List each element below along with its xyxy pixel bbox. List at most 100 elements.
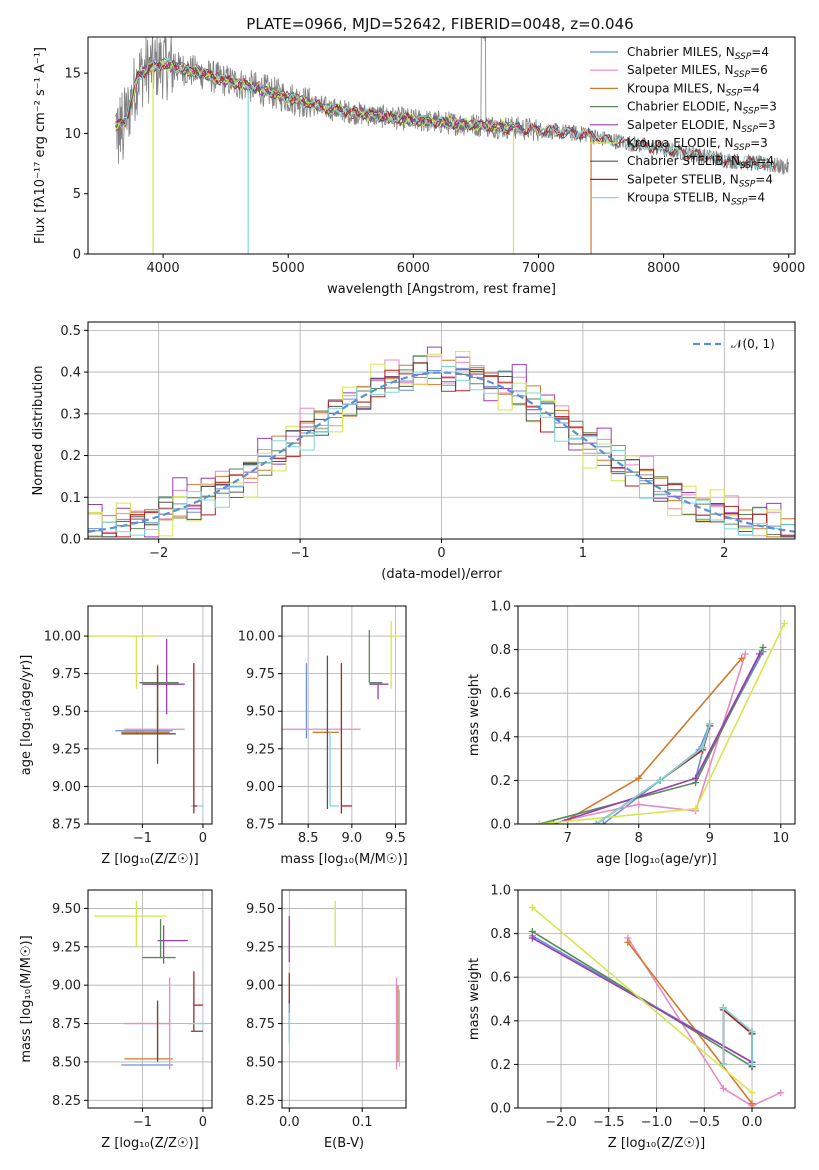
errorbar-point	[94, 900, 167, 947]
x-tick-label: −1	[291, 546, 310, 561]
weight-marker	[699, 744, 707, 752]
y-tick-label: 0.2	[60, 449, 81, 464]
errorbar-point	[390, 621, 400, 689]
weight-marker	[624, 938, 632, 946]
x-axis-label: Z [log₁₀(Z/Z☉)]	[101, 852, 198, 867]
histogram-kroupa-stelib	[88, 366, 795, 536]
weight-marker	[719, 1084, 727, 1092]
y-tick-label: 9.25	[52, 742, 81, 757]
weight-line-salpeter-stelib	[722, 1008, 753, 1065]
model-spectrum-salpeter-elodie	[115, 58, 514, 133]
y-tick-label: 0.4	[60, 366, 81, 381]
weight-line-chabrier-miles	[602, 651, 764, 824]
panel-age-vs-Z: −1 0 8.75 9.00 9.25 9.50 9.75 10.00 Z [log₁₀(Z/Z…	[19, 605, 213, 867]
y-tick-label: 9.00	[246, 979, 275, 994]
y-axis-label: Normed distribution	[31, 366, 46, 496]
errorbar-point	[139, 667, 179, 728]
x-tick-label: 8000	[647, 261, 680, 276]
y-tick-label: 15	[64, 67, 81, 82]
weight-marker	[748, 1028, 756, 1036]
y-tick-label: 9.50	[246, 705, 275, 720]
plot-area-age-vs-mass	[282, 621, 400, 814]
legend-entry: 𝒩(0, 1)	[731, 337, 775, 351]
normal-curve	[88, 371, 795, 533]
y-tick-label: 9.50	[246, 902, 275, 917]
y-tick-label: 0.4	[490, 1014, 511, 1029]
x-tick-label: 9000	[772, 261, 805, 276]
errorbar-point	[124, 1005, 173, 1060]
x-tick-label: 2	[720, 546, 728, 561]
weight-marker	[719, 1004, 727, 1012]
x-tick-label: 4000	[147, 261, 180, 276]
weight-marker	[656, 776, 664, 784]
errorbar-point	[121, 664, 170, 733]
legend-entry: Kroupa MILES, NSSP=4	[627, 81, 760, 98]
y-tick-label: 0.3	[60, 407, 81, 422]
x-tick-label: −1.0	[641, 1115, 673, 1130]
histogram-salpeter-stelib	[88, 362, 795, 538]
y-tick-label: 0.0	[490, 818, 511, 833]
y-tick-label: 8.50	[246, 1055, 275, 1070]
errorbar-point	[88, 635, 155, 689]
errorbar-point	[193, 663, 197, 814]
weight-line-kroupa-miles	[627, 941, 753, 1105]
model-spectrum-chabrier-stelib	[115, 59, 777, 170]
legend-entry: Salpeter MILES, NSSP=6	[627, 63, 768, 80]
x-tick-label: 0	[437, 546, 445, 561]
x-tick-label: 6000	[397, 261, 430, 276]
y-axis-label: mass [log₁₀(M/M☉)]	[19, 935, 34, 1062]
y-tick-label: 1.0	[490, 884, 511, 899]
errorbar-point	[369, 683, 389, 700]
y-tick-label: 0.8	[490, 927, 511, 942]
y-tick-label: 0.4	[490, 730, 511, 745]
x-tick-label: 1	[579, 546, 587, 561]
y-tick-label: 9.25	[246, 940, 275, 955]
errorbar-point	[124, 977, 171, 1070]
x-tick-label: 0	[199, 831, 207, 846]
errorbar-point	[121, 666, 176, 764]
legend-entry: Salpeter STELIB, NSSP=4	[627, 172, 773, 189]
weight-marker	[759, 643, 767, 651]
errorbar-point	[142, 919, 176, 959]
y-tick-label: 9.25	[52, 940, 81, 955]
model-spectrum-salpeter-stelib	[115, 60, 777, 172]
y-tick-label: 9.00	[246, 780, 275, 795]
errorbar-point	[340, 663, 352, 814]
x-axis-label: Z [log₁₀(Z/Z☉)]	[101, 1136, 198, 1151]
y-tick-label: 8.75	[52, 818, 81, 833]
axes-frame	[281, 889, 407, 1109]
x-tick-label: 0.0	[742, 1115, 763, 1130]
plot-area-spectrum	[115, 37, 790, 254]
x-tick-label: 8.5	[298, 831, 319, 846]
weight-line-kroupa-stelib	[722, 1005, 753, 1065]
weight-marker	[719, 1060, 727, 1068]
x-tick-label: −2.0	[545, 1115, 577, 1130]
axes-frame	[517, 605, 796, 825]
weight-marker	[635, 774, 643, 782]
weight-marker	[748, 1089, 756, 1097]
y-tick-label: 0.2	[490, 774, 511, 789]
y-tick-label: 9.25	[246, 742, 275, 757]
legend-entry: Chabrier STELIB, NSSP=4	[627, 154, 774, 171]
y-tick-label: 0.1	[60, 491, 81, 506]
y-tick-label: 10	[64, 127, 81, 142]
y-tick-label: 8.25	[52, 1094, 81, 1109]
y-tick-label: 8.75	[246, 1017, 275, 1032]
y-tick-label: 9.75	[52, 667, 81, 682]
panel-EBV: 0.0 0.1 8.25 8.50 8.75 9.00 9.25 9.50 E(B-V)	[246, 889, 407, 1151]
weight-marker	[592, 820, 600, 824]
legend-entry: Kroupa ELODIE, NSSP=3	[627, 136, 768, 153]
panel-spectrum: 4000 5000 6000 7000 8000 9000 0 5 10 15 wavelength…	[33, 36, 805, 297]
plot-area-weight-vs-age	[535, 619, 788, 824]
weight-line-salpeter-miles	[627, 937, 782, 1107]
axes-frame	[87, 605, 213, 825]
weight-marker	[780, 619, 788, 627]
axes-frame	[281, 605, 407, 825]
x-tick-label: 10	[773, 831, 790, 846]
y-axis-label: mass weight	[467, 958, 482, 1040]
errorbar-point	[142, 639, 185, 715]
errorbar-point	[193, 971, 203, 1032]
plot-area-EBV	[288, 900, 401, 1070]
weight-marker	[692, 805, 700, 813]
